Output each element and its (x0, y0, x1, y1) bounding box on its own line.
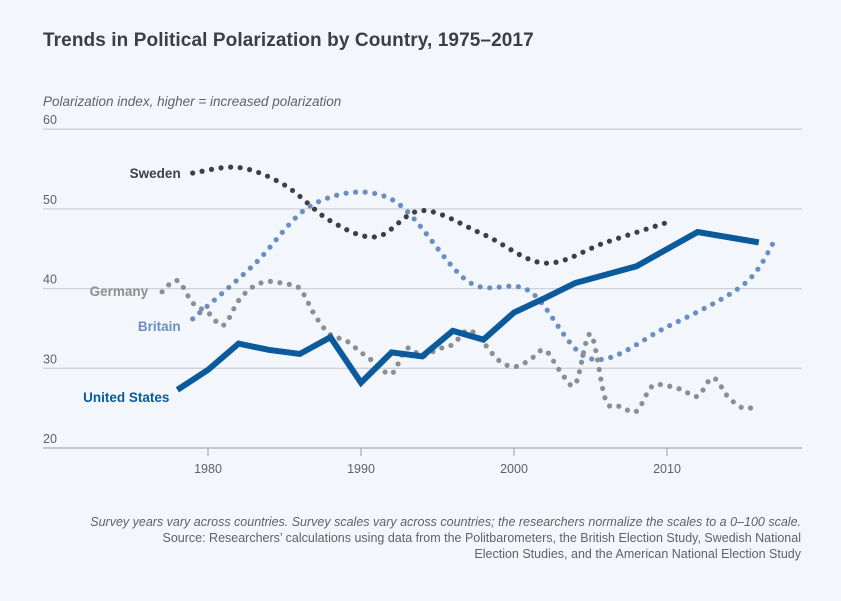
series-line-germany (159, 277, 762, 415)
y-tick-label: 50 (43, 193, 57, 207)
x-tick-label: 2010 (653, 462, 681, 476)
y-axis-label: Polarization index, higher = increased p… (43, 94, 342, 109)
series-lines (159, 164, 777, 415)
series-labels: Sweden Britain Germany United States (83, 166, 181, 405)
gridlines (43, 128, 802, 449)
series-label-germany: Germany (90, 284, 149, 299)
x-tick-labels: 1980 1990 2000 2010 (194, 448, 681, 476)
y-tick-labels: 20 30 40 50 60 (43, 113, 57, 446)
chart-title: Trends in Political Polarization by Coun… (43, 30, 534, 51)
note-source-cont: Election Studies, and the American Natio… (474, 547, 801, 561)
series-line-britain (190, 189, 777, 363)
y-tick-label: 20 (43, 432, 57, 446)
series-label-sweden: Sweden (130, 166, 181, 181)
y-tick-label: 60 (43, 113, 57, 127)
series-label-united-states: United States (83, 390, 169, 405)
series-line-sweden (190, 164, 670, 266)
x-tick-label: 1990 (347, 462, 375, 476)
x-tick-label: 2000 (500, 462, 528, 476)
y-tick-label: 40 (43, 273, 57, 287)
y-tick-label: 30 (43, 352, 57, 366)
x-tick-label: 1980 (194, 462, 222, 476)
chart-notes: Survey years vary across countries. Surv… (21, 514, 801, 562)
note-survey: Survey years vary across countries. Surv… (90, 515, 801, 529)
series-label-britain: Britain (138, 319, 181, 334)
note-source: Source: Researchers’ calculations using … (162, 531, 801, 545)
